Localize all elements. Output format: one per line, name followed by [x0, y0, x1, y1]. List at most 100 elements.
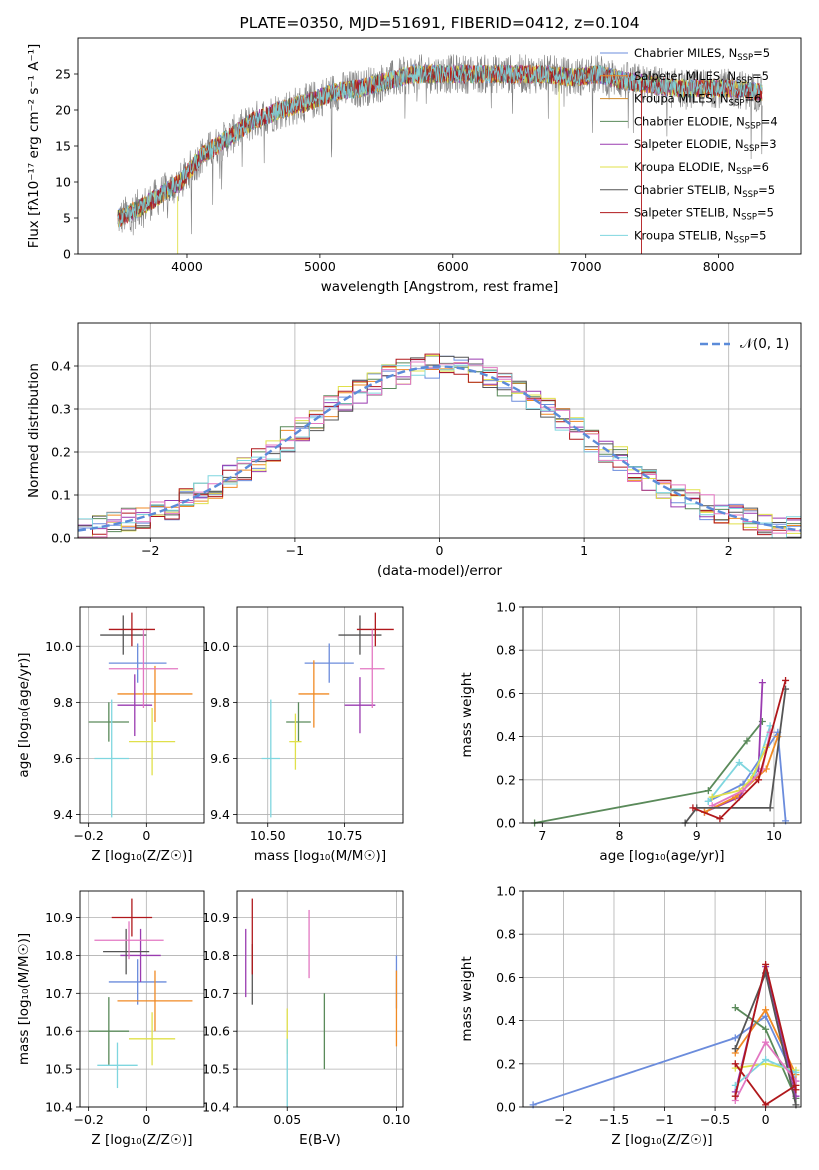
y-tick-label: 0.2	[496, 772, 516, 787]
weight-marker	[762, 1006, 770, 1014]
x-axis-label: E(B-V)	[299, 1132, 341, 1148]
weight-line-5	[711, 747, 768, 798]
legend-label: 𝒩(0, 1)	[740, 336, 789, 352]
y-tick-label: 10.8	[202, 948, 230, 963]
x-tick-label: −1.5	[599, 1112, 629, 1127]
y-tick-label: 0.0	[51, 531, 71, 546]
y-axis-label: age [log₁₀(age/yr)]	[16, 652, 32, 777]
x-tick-label: 9	[693, 828, 701, 843]
y-axis-label: mass weight	[459, 956, 475, 1041]
y-tick-label: 10.5	[45, 1062, 73, 1077]
legend: 𝒩(0, 1)	[700, 336, 789, 352]
x-tick-label: 2	[725, 543, 733, 558]
x-tick-label: −0.2	[73, 828, 103, 843]
weight-marker	[762, 1025, 770, 1033]
axes-frame	[79, 606, 205, 824]
weight-line-8	[692, 680, 787, 820]
weight-marker	[735, 759, 743, 767]
y-tick-label: 10	[55, 175, 71, 190]
axes-frame	[522, 606, 802, 824]
weight-marker	[766, 804, 774, 812]
weight-marker	[704, 787, 712, 795]
grid-5	[80, 891, 204, 1108]
y-tick-label: 0.4	[496, 1013, 516, 1028]
x-axis-label: Z [log₁₀(Z/Z☉)]	[91, 848, 192, 864]
axes-frame	[77, 37, 802, 255]
x-axis-label: (data-model)/error	[377, 563, 503, 579]
y-tick-label: 10.7	[202, 986, 230, 1001]
x-tick-label: 0	[142, 828, 150, 843]
y-tick-label: 10.8	[45, 948, 73, 963]
y-tick-label: 20	[55, 103, 71, 118]
x-tick-label: 1	[580, 543, 588, 558]
x-tick-label: 10.50	[250, 828, 286, 843]
axes-2: −0.2 0 9.4 9.6 9.8 10.0 Z [log₁₀(Z/Z☉)] age [lo…	[16, 606, 205, 864]
histogram-7	[78, 364, 801, 539]
legend-label: Salpeter STELIB, NSSP=5	[634, 206, 774, 223]
axes-3: 10.50 10.75 9.4 9.6 9.8 10.0 mass [log₁₀(M/M☉)…	[202, 606, 404, 864]
x-tick-label: 10.75	[327, 828, 363, 843]
y-tick-label: 0.0	[496, 816, 516, 831]
x-tick-label: 0	[142, 1112, 150, 1127]
legend-label: Kroupa ELODIE, NSSP=6	[634, 160, 769, 177]
y-tick-label: 9.6	[53, 751, 73, 766]
y-tick-label: 5	[63, 211, 71, 226]
x-tick-label: 7	[538, 828, 546, 843]
weight-marker	[755, 776, 763, 784]
x-axis-label: age [log₁₀(age/yr)]	[599, 848, 724, 864]
y-tick-label: 10.4	[45, 1100, 73, 1115]
axes-frame	[522, 890, 802, 1108]
weight-marker	[762, 960, 770, 968]
y-tick-label: 10.0	[45, 639, 73, 654]
axes-frame	[236, 890, 404, 1108]
y-tick-label: 9.8	[53, 695, 73, 710]
chart-title: PLATE=0350, MJD=51691, FIBERID=0412, z=0…	[239, 14, 639, 32]
grid-2	[80, 607, 204, 823]
weight-marker	[792, 1086, 800, 1094]
grid-6	[237, 891, 403, 1108]
y-axis-label: mass weight	[459, 672, 475, 757]
y-tick-label: 0.1	[51, 488, 71, 503]
y-tick-label: 0.2	[51, 445, 71, 460]
y-tick-label: 0.2	[496, 1056, 516, 1071]
weight-marker	[731, 1034, 739, 1042]
y-tick-label: 0.3	[51, 402, 71, 417]
axes-frame	[236, 606, 404, 824]
y-tick-label: 1.0	[496, 600, 516, 615]
weight-marker	[716, 815, 724, 823]
axes-4: 7 8 9 10 0.0 0.2 0.4 0.6 0.8 1.0 age [log₁₀(age/yr…	[459, 600, 802, 864]
y-tick-label: 10.6	[202, 1024, 230, 1039]
axes-0: 4000 5000 6000 7000 8000 0 5 10 15 20 25 wavelength…	[26, 37, 802, 295]
x-axis-label: Z [log₁₀(Z/Z☉)]	[611, 1132, 712, 1148]
axes-frame	[79, 890, 205, 1108]
weight-marker	[704, 797, 712, 805]
weight-line-4	[707, 725, 771, 802]
legend-label: Chabrier MILES, NSSP=5	[634, 46, 770, 63]
normal-curve	[77, 365, 802, 532]
y-tick-label: 0	[63, 247, 71, 262]
x-tick-label: 6000	[437, 259, 469, 274]
legend-label: Kroupa STELIB, NSSP=5	[634, 228, 766, 245]
y-tick-label: 9.6	[210, 751, 230, 766]
weight-marker	[731, 1004, 739, 1012]
y-tick-label: 9.4	[210, 807, 230, 822]
y-tick-label: 25	[55, 67, 71, 82]
y-tick-label: 10.7	[45, 986, 73, 1001]
y-axis-label: Flux [fλ10⁻¹⁷ erg cm⁻² s⁻¹ A⁻¹]	[26, 44, 42, 249]
weight-marker	[762, 1055, 770, 1063]
weight-marker	[739, 787, 747, 795]
axes-7: −2 −1.5 −1 −0.5 0 0.0 0.2 0.4 0.6 0.8 1.0 Z [log₁₀(…	[459, 884, 802, 1148]
y-axis-label: Normed distribution	[26, 363, 42, 498]
x-tick-label: 0	[762, 1112, 770, 1127]
axes-6: 0.05 0.10 10.4 10.5 10.6 10.7 10.8 10.9 E(B-V)	[202, 890, 410, 1148]
grid-3	[237, 607, 403, 823]
x-tick-label: 10	[766, 828, 782, 843]
x-tick-label: −0.5	[700, 1112, 730, 1127]
y-tick-label: 0.4	[51, 359, 71, 374]
y-tick-label: 0.8	[496, 643, 516, 658]
y-axis-label: mass [log₁₀(M/M☉)]	[16, 933, 32, 1065]
legend: Chabrier MILES, NSSP=5 Salpeter MILES, NS…	[600, 46, 778, 245]
y-tick-label: 10.0	[202, 639, 230, 654]
model-spectrum-8	[117, 63, 763, 228]
y-tick-label: 0.8	[496, 927, 516, 942]
